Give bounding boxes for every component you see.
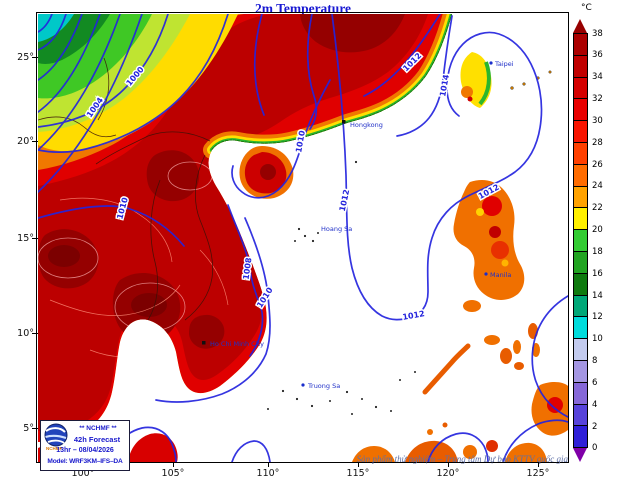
colorbar-tick-label: 12: [592, 312, 603, 323]
colorbar-below-min-arrow: [573, 448, 587, 462]
isobar-lines: [37, 13, 569, 463]
city-marker: [342, 120, 346, 124]
weather-map-graphic: 1000100410121014101010101008101010121012…: [37, 13, 569, 463]
colorbar-tick-label: 14: [592, 290, 603, 301]
city-label: Hoang Sa: [321, 225, 352, 233]
city-marker: [202, 341, 206, 345]
colorbar-segment: [574, 186, 587, 209]
colorbar-tick-label: 28: [592, 137, 603, 148]
colorbar-tick-label: 30: [592, 115, 603, 126]
colorbar: [573, 33, 588, 448]
forecast-info-box: NCHMF ** NCHMF ** 42h Forecast 13hr – 08…: [40, 420, 130, 471]
map-area: 1000 1004 1012 1014 1010 1010 1008 1010 1012 1012…: [37, 13, 569, 463]
colorbar-segment: [574, 164, 587, 187]
colorbar-tick-label: 10: [592, 334, 603, 345]
city-marker: [301, 383, 305, 387]
taiwan-island: [460, 52, 492, 108]
city-label: Ho Chi Minh City: [210, 340, 264, 348]
city-label: Truong Sa: [307, 382, 340, 390]
latitude-tick-mark: [32, 238, 38, 240]
colorbar-segment: [574, 121, 587, 143]
colorbar-tick-label: 20: [592, 225, 603, 236]
city-label: Taipei: [494, 60, 514, 68]
colorbar-tick-label: 16: [592, 268, 603, 279]
colorbar-tick-label: 18: [592, 246, 603, 257]
colorbar-segment: [574, 273, 587, 296]
colorbar-tick-label: 26: [592, 159, 603, 170]
colorbar-tick-label: 34: [592, 72, 603, 83]
longitude-tick-mark: [358, 462, 360, 467]
nchmf-logo: [44, 423, 68, 447]
longitude-tick-label: 125°: [526, 468, 550, 479]
colorbar-segment: [574, 55, 587, 78]
longitude-tick-mark: [448, 462, 450, 467]
colorbar-tick-label: 6: [592, 377, 598, 388]
island-specks: [267, 160, 416, 415]
colorbar-segment: [574, 317, 587, 340]
forecast-box-model: Model: WRF3KM–IFS–DA: [47, 458, 123, 465]
latitude-tick-label: 20°: [17, 136, 34, 147]
colorbar-segment: [574, 142, 587, 165]
latitude-tick-label: 5°: [23, 423, 34, 434]
colorbar-tick-label: 8: [592, 356, 598, 367]
longitude-tick-label: 120°: [436, 468, 460, 479]
colorbar-tick-label: 36: [592, 50, 603, 61]
longitude-tick-label: 110°: [256, 468, 280, 479]
colorbar-tick-label: 22: [592, 203, 603, 214]
watermark: Sản phẩm thử nghiệm – Trung tâm Dự báo K…: [356, 454, 568, 464]
philippines-islands: [422, 180, 568, 436]
city-label: Manila: [490, 271, 511, 279]
colorbar-segment: [574, 360, 587, 383]
latitude-tick-mark: [32, 57, 38, 59]
colorbar-segment: [574, 77, 587, 100]
colorbar-tick-label: 38: [592, 28, 603, 39]
latitude-tick-mark: [32, 141, 38, 143]
colorbar-tick-label: 32: [592, 94, 603, 105]
nchmf-logo-text: NCHMF: [46, 446, 63, 451]
latitude-tick-mark: [32, 428, 38, 430]
longitude-tick-label: 105°: [161, 468, 185, 479]
colorbar-segment: [574, 382, 587, 405]
colorbar-tick-label: 24: [592, 181, 603, 192]
colorbar-tick-label: 2: [592, 421, 598, 432]
forecast-box-agency: ** NCHMF **: [79, 425, 117, 432]
colorbar-segment: [574, 34, 587, 56]
city-marker: [489, 61, 493, 65]
colorbar-above-max-arrow: [573, 19, 587, 33]
longitude-tick-mark: [268, 462, 270, 467]
colorbar-tick-label: 4: [592, 399, 598, 410]
colorbar-segment: [574, 404, 587, 427]
longitude-tick-mark: [173, 462, 175, 467]
colorbar-tick-label: 0: [592, 443, 598, 454]
colorbar-segment: [574, 230, 587, 252]
forecast-box-valid-time: 13hr – 08/04/2026: [56, 447, 114, 454]
city-label-layer: Taipei Hongkong Hoang Sa Truong Sa Ho Chi Mi…: [202, 60, 514, 390]
colorbar-unit-label: °C: [581, 3, 592, 13]
colorbar-segment: [574, 295, 587, 318]
colorbar-segment: [574, 208, 587, 231]
longitude-tick-label: 100°: [71, 468, 95, 479]
colorbar-segment: [574, 426, 587, 448]
colorbar-segment: [574, 251, 587, 274]
longitude-tick-mark: [538, 462, 540, 467]
latitude-tick-label: 25°: [17, 52, 34, 63]
colorbar-segment: [574, 339, 587, 361]
city-marker: [484, 272, 488, 276]
latitude-tick-label: 15°: [17, 233, 34, 244]
city-label: Hongkong: [350, 121, 383, 129]
colorbar-segment: [574, 99, 587, 122]
longitude-tick-label: 115°: [346, 468, 370, 479]
forecast-box-lead-time: 42h Forecast: [73, 435, 121, 444]
latitude-tick-label: 10°: [17, 328, 34, 339]
hainan-island: [239, 146, 294, 199]
latitude-tick-mark: [32, 333, 38, 335]
